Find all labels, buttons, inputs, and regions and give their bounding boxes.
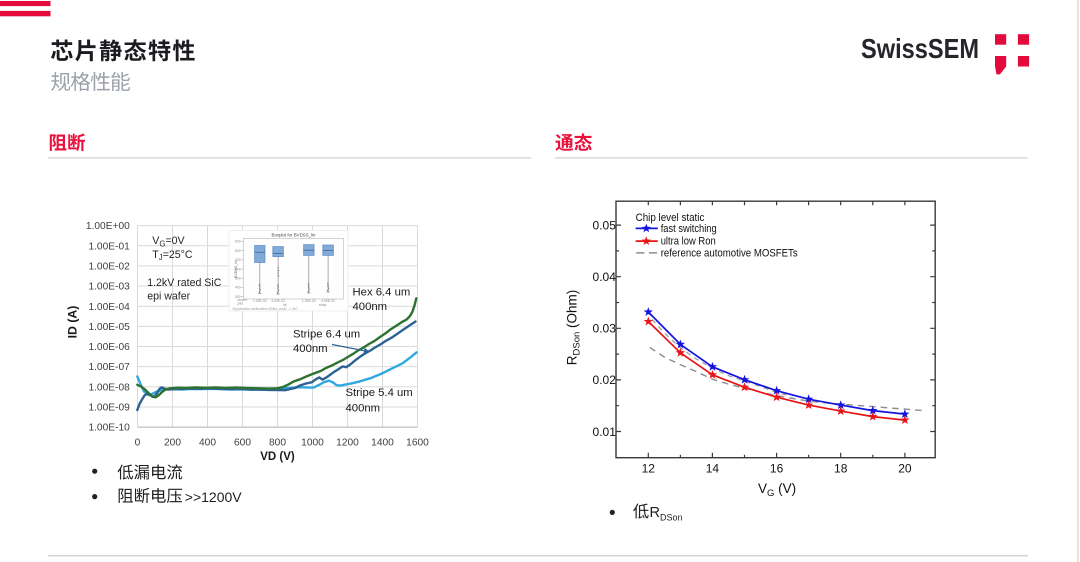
svg-text:0.01: 0.01 xyxy=(593,425,617,439)
svg-text:1.00E-08: 1.00E-08 xyxy=(88,382,130,393)
svg-text:400nm: 400nm xyxy=(293,343,328,355)
svg-text:400: 400 xyxy=(199,437,216,448)
svg-text:200: 200 xyxy=(164,437,181,448)
svg-text:400: 400 xyxy=(235,286,241,290)
svg-text:1.00E+00: 1.00E+00 xyxy=(86,221,130,232)
svg-text:1.00E-02: 1.00E-02 xyxy=(302,299,316,303)
svg-text:16: 16 xyxy=(770,462,784,476)
svg-text:1.00E-04: 1.00E-04 xyxy=(88,302,130,313)
svg-text:1.00E-05: 1.00E-05 xyxy=(88,322,130,333)
svg-text:1.00E-02: 1.00E-02 xyxy=(88,262,130,273)
svg-text:1.00E-07: 1.00E-07 xyxy=(88,362,130,373)
svg-text:900: 900 xyxy=(235,240,241,244)
svg-text:RDSon (Ohm): RDSon (Ohm) xyxy=(565,290,583,366)
svg-text:VG (V): VG (V) xyxy=(758,481,796,499)
svg-text:0.02: 0.02 xyxy=(593,373,617,387)
svg-text:18: 18 xyxy=(834,462,848,476)
svg-text:Stripe 5.4 um: Stripe 5.4 um xyxy=(346,387,413,399)
svg-text:400nm: 400nm xyxy=(346,402,381,414)
svg-text:1.00E-06: 1.00E-06 xyxy=(88,342,130,353)
svg-text:1.00E-01: 1.00E-01 xyxy=(88,241,130,252)
svg-text:500: 500 xyxy=(235,277,241,281)
svg-text:600: 600 xyxy=(234,437,251,448)
svg-text:>>1200V: >>1200V xyxy=(185,489,242,505)
svg-text:700: 700 xyxy=(235,258,241,262)
svg-text:epi wafer: epi wafer xyxy=(147,291,190,303)
svg-text:1.2kV rated SiC: 1.2kV rated SiC xyxy=(147,277,222,289)
svg-text:pad: pad xyxy=(238,302,244,306)
svg-text:Boxplot for BVDSS_lin: Boxplot for BVDSS_lin xyxy=(272,233,316,238)
svg-text:VD (V): VD (V) xyxy=(260,451,295,463)
svg-text:1400: 1400 xyxy=(371,437,394,448)
svg-text:0.05: 0.05 xyxy=(593,218,617,232)
svg-text:800: 800 xyxy=(269,437,286,448)
svg-text:1.00E-10: 1.00E-10 xyxy=(88,423,130,434)
svg-text:Hypothesis verification 4Sibs;: Hypothesis verification 4Sibs; pad2 -> 3… xyxy=(233,307,299,311)
svg-text:ultra low Ron: ultra low Ron xyxy=(661,235,716,247)
svg-text:14: 14 xyxy=(706,462,720,476)
svg-text:1.00E-02: 1.00E-02 xyxy=(253,299,267,303)
svg-text:VG=0V: VG=0V xyxy=(152,235,185,248)
svg-text:1200: 1200 xyxy=(336,437,359,448)
svg-text:lot: lot xyxy=(283,303,287,307)
svg-text:600: 600 xyxy=(235,267,241,271)
svg-text:stray: stray xyxy=(319,303,327,307)
svg-text:20: 20 xyxy=(898,462,912,476)
svg-text:12: 12 xyxy=(642,462,656,476)
svg-text:1600: 1600 xyxy=(406,437,429,448)
svg-text:800: 800 xyxy=(235,249,241,253)
svg-text:1.00E-09: 1.00E-09 xyxy=(88,403,130,414)
svg-text:TJ=25°C: TJ=25°C xyxy=(152,249,193,262)
svg-text:SwissSEM: SwissSEM xyxy=(861,33,979,64)
svg-text:fast switching: fast switching xyxy=(661,223,717,235)
svg-text:0.03: 0.03 xyxy=(593,322,617,336)
svg-text:4.00E-02: 4.00E-02 xyxy=(321,299,335,303)
svg-text:1.00E-03: 1.00E-03 xyxy=(88,282,130,293)
svg-text:300: 300 xyxy=(235,295,241,299)
svg-text:ID (A): ID (A) xyxy=(65,306,79,339)
svg-text:Chip level static: Chip level static xyxy=(636,212,705,224)
svg-text:RDSon: RDSon xyxy=(650,505,683,522)
svg-text:BVDSS_lin: BVDSS_lin xyxy=(234,260,238,278)
svg-text:Stripe 6.4 um: Stripe 6.4 um xyxy=(293,329,360,341)
svg-text:Hex 6.4 um: Hex 6.4 um xyxy=(353,287,411,299)
svg-text:0: 0 xyxy=(135,437,141,448)
svg-text:400nm: 400nm xyxy=(353,301,388,313)
svg-text:reference automotive MOSFETs: reference automotive MOSFETs xyxy=(661,248,799,260)
svg-text:closed: closed xyxy=(237,298,247,302)
svg-text:0.04: 0.04 xyxy=(593,270,617,284)
svg-text:1000: 1000 xyxy=(301,437,324,448)
svg-text:4.00E-02: 4.00E-02 xyxy=(271,299,285,303)
